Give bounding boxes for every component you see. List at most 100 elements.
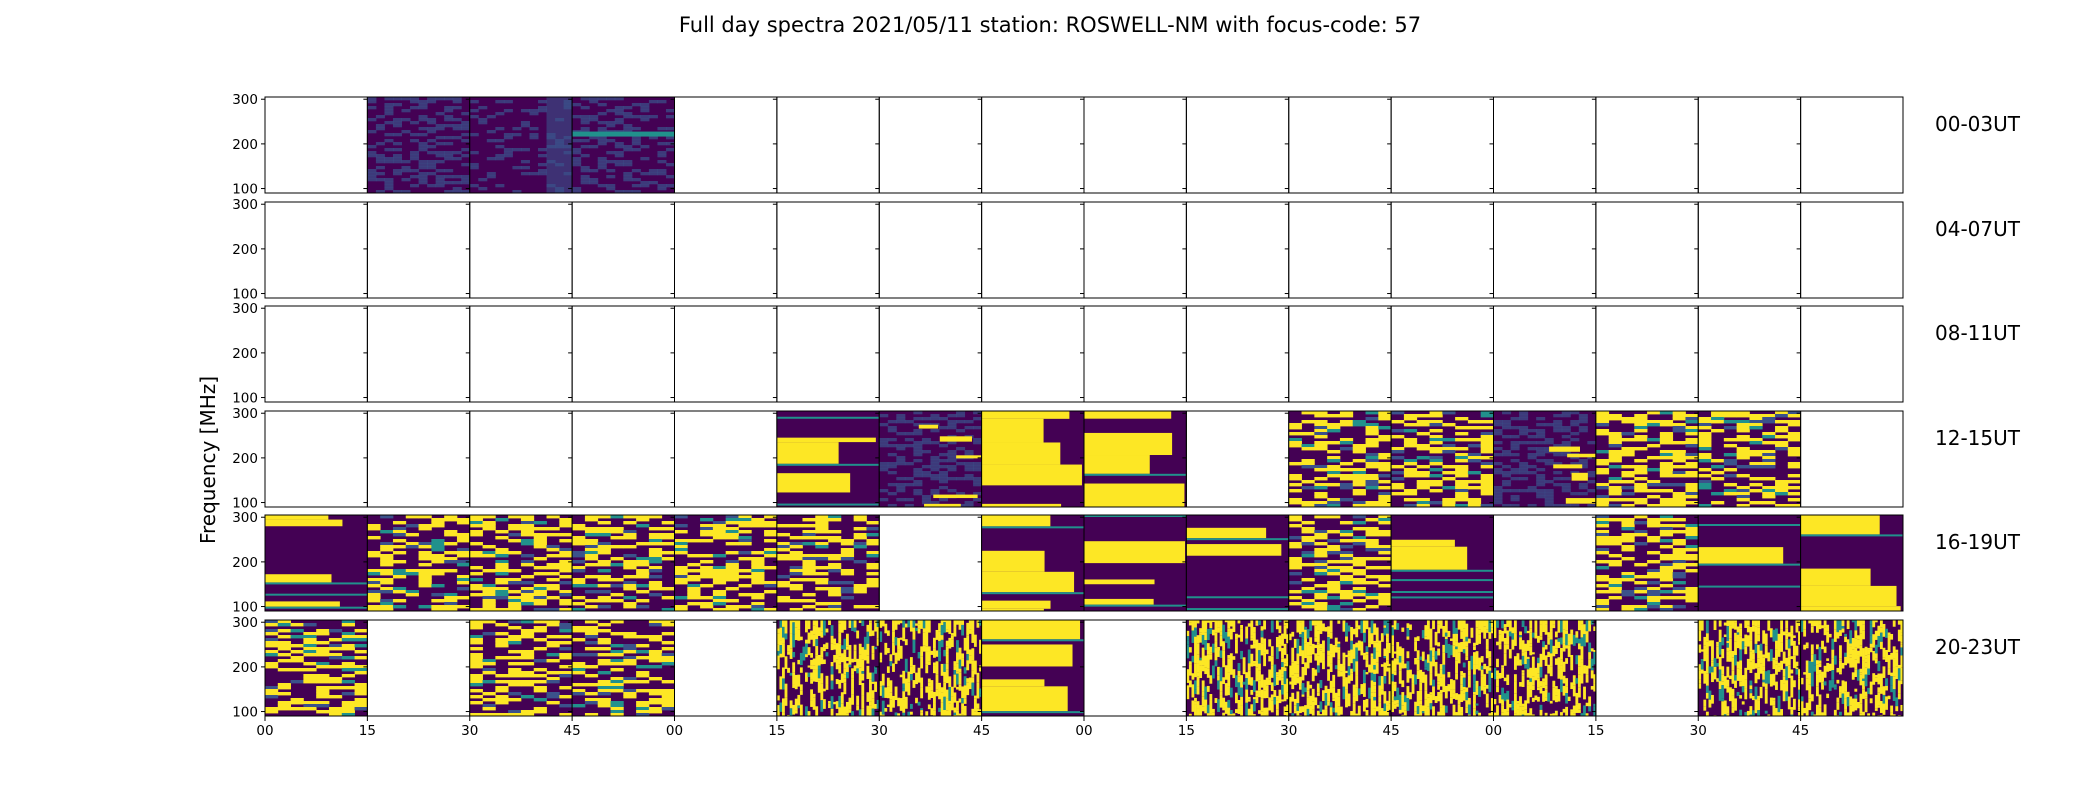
noise-cell [1561, 486, 1571, 490]
burst-cell [636, 710, 650, 714]
burst-cell [380, 590, 394, 594]
noise-cell [921, 417, 931, 421]
streak-cell [1368, 630, 1371, 634]
emission-band [981, 644, 1073, 667]
streak-cell [956, 663, 959, 672]
noise-cell [1578, 465, 1588, 469]
burst-cell [1378, 515, 1392, 519]
burst-cell [610, 662, 624, 666]
streak-cell [1565, 645, 1569, 649]
streak-cell [1306, 708, 1310, 716]
streak-cell [1736, 634, 1740, 649]
burst-cell [1608, 459, 1622, 463]
burst-cell [469, 677, 483, 681]
streak-cell [1749, 627, 1753, 641]
noise-cell [973, 426, 982, 430]
streak-cell [845, 633, 849, 647]
burst-cell [265, 638, 279, 642]
streak-cell [1560, 659, 1563, 666]
streak-cell [966, 678, 970, 683]
burst-cell [1314, 548, 1328, 552]
streak-cell [1319, 643, 1323, 649]
burst-cell [1723, 483, 1738, 487]
burst-cell [1314, 483, 1328, 487]
streak-cell [1531, 632, 1535, 638]
burst-cell [380, 602, 394, 606]
burst-cell [520, 632, 535, 636]
burst-cell [482, 596, 496, 600]
noise-cell [1536, 432, 1546, 436]
burst-cell [623, 605, 637, 609]
streak-cell [1235, 633, 1238, 640]
streak-cell [912, 627, 916, 640]
streak-cell [1544, 674, 1548, 686]
burst-cell [815, 578, 829, 582]
streak-cell [930, 650, 934, 655]
streak-cell [1542, 620, 1545, 633]
noise-cell [384, 103, 394, 107]
burst-cell [1634, 563, 1648, 567]
noise-cell [461, 154, 470, 158]
streak-cell [1386, 633, 1389, 638]
burst-cell [802, 542, 816, 546]
emission-band [981, 600, 1051, 609]
burst-cell [1672, 411, 1686, 415]
streak-cell [1206, 643, 1210, 651]
streak-cell [927, 620, 931, 633]
burst-cell [520, 539, 535, 543]
burst-cell [341, 644, 355, 648]
noise-cell [1510, 426, 1520, 430]
burst-cell [1416, 465, 1430, 469]
burst-cell [1314, 563, 1328, 567]
noise-cell [964, 426, 974, 430]
burst-cell [380, 542, 394, 546]
panel-grid: 10020030000-03UT10020030004-07UT10020030… [232, 92, 2021, 739]
burst-cell [1672, 450, 1686, 454]
streak-cell [1460, 706, 1464, 713]
burst-cell [828, 536, 842, 540]
burst-cell [303, 704, 317, 708]
noise-cell [614, 97, 624, 101]
burst-cell [1647, 602, 1661, 606]
burst-cell [636, 515, 650, 519]
burst-cell [341, 665, 355, 669]
burst-cell [1647, 521, 1661, 525]
streak-cell [1393, 684, 1397, 692]
burst-cell [1608, 560, 1622, 564]
noise-cell [512, 190, 522, 193]
streak-cell [810, 672, 814, 680]
noise-cell [1527, 441, 1537, 445]
burst-cell [392, 587, 407, 591]
burst-cell [623, 680, 637, 684]
streak-cell [1511, 639, 1515, 650]
streak-cell [1222, 712, 1226, 716]
burst-cell [584, 620, 599, 624]
streak-cell [1316, 655, 1320, 666]
noise-cell [606, 151, 616, 155]
burst-cell [495, 590, 509, 594]
noise-cell [410, 154, 420, 158]
noise-cell [921, 441, 931, 445]
burst-cell [559, 665, 573, 669]
burst-cell [1327, 468, 1341, 472]
streak-cell [1513, 705, 1517, 714]
noise-cell [657, 160, 667, 164]
panel-frame [674, 201, 778, 299]
streak-cell [1537, 635, 1540, 643]
streak-cell [1245, 678, 1249, 690]
streak-cell [1291, 631, 1295, 637]
streak-cell [858, 667, 862, 681]
burst-cell [674, 608, 688, 611]
streak-cell [1255, 690, 1259, 694]
noise-cell [392, 142, 402, 146]
burst-cell [546, 533, 560, 537]
burst-cell [1698, 447, 1712, 451]
streak-cell [1188, 661, 1192, 665]
burst-cell [1647, 593, 1661, 597]
noise-cell [1493, 423, 1503, 427]
burst-cell [469, 623, 483, 627]
burst-cell [674, 569, 688, 573]
streak-cell [948, 676, 952, 688]
noise-cell [640, 106, 650, 110]
streak-cell [799, 690, 803, 695]
